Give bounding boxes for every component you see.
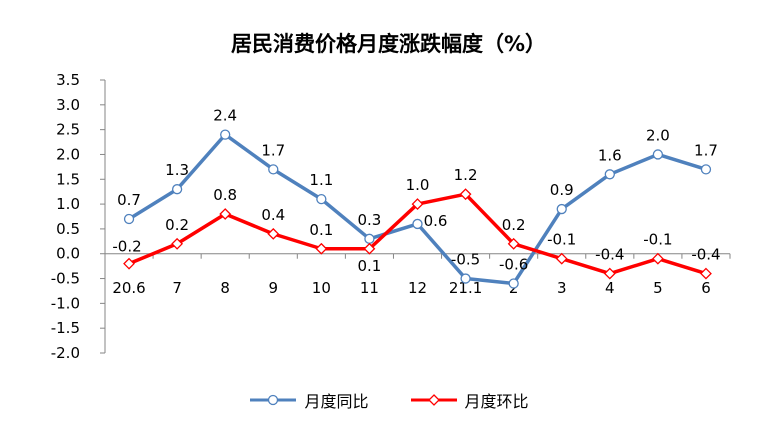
data-point-series-1 xyxy=(508,278,519,289)
y-tick-label: 0.0 xyxy=(56,245,80,263)
data-point-series-1 xyxy=(123,213,135,225)
data-point-series-1 xyxy=(460,273,471,284)
data-point-series-2 xyxy=(603,267,616,280)
x-tick-label: 8 xyxy=(220,279,230,297)
series-markers xyxy=(123,129,712,289)
x-tick-label: 9 xyxy=(268,279,278,297)
legend-swatch-series-2 xyxy=(410,394,457,406)
data-label-series-1: 0.3 xyxy=(357,211,381,229)
y-tick-label: -1.0 xyxy=(51,294,80,312)
data-label-series-2: 0.8 xyxy=(213,186,237,204)
y-tick-label: -2.0 xyxy=(51,344,80,362)
data-point-series-1 xyxy=(316,193,327,205)
legend-swatch-series-1 xyxy=(250,394,297,406)
data-label-series-1: 2.0 xyxy=(646,126,670,144)
data-point-series-1 xyxy=(364,233,375,244)
data-point-series-2 xyxy=(219,208,232,220)
data-label-series-1: 1.3 xyxy=(165,161,189,179)
x-tick-label: 11 xyxy=(360,279,379,297)
data-point-series-1 xyxy=(412,218,423,230)
x-tick-label: 20.6 xyxy=(112,279,145,297)
data-label-series-1: 0.9 xyxy=(550,181,574,199)
data-point-series-1 xyxy=(220,129,231,140)
data-label-series-2: -0.4 xyxy=(595,246,624,264)
data-point-series-2 xyxy=(315,242,328,255)
data-point-series-2 xyxy=(700,267,712,280)
y-tick-label: 2.5 xyxy=(56,121,80,139)
legend: 月度同比 月度环比 xyxy=(0,388,777,412)
y-tick-label: 1.5 xyxy=(56,170,80,188)
y-tick-label: -0.5 xyxy=(51,270,80,288)
data-label-series-1: -0.6 xyxy=(499,256,528,274)
x-tick-label: 21.1 xyxy=(449,279,482,297)
y-tick-labels: 3.5 3.0 2.5 2.0 1.5 1.0 0.5 0.0 -0.5 -1.0 -1.5 -2.0 xyxy=(51,71,105,362)
data-label-series-2: 0.2 xyxy=(502,216,526,234)
data-point-series-2 xyxy=(651,252,664,265)
data-point-series-1 xyxy=(604,169,615,180)
x-tick-label: 6 xyxy=(701,279,711,297)
data-point-series-2 xyxy=(267,227,280,240)
data-label-series-2: 1.2 xyxy=(454,166,478,184)
x-tick-label: 4 xyxy=(605,279,615,297)
legend-item-series-2: 月度环比 xyxy=(409,388,529,412)
chart-title: 居民消费价格月度涨跌幅度（%） xyxy=(230,32,547,56)
data-label-series-2: 0.2 xyxy=(165,216,189,234)
data-point-series-2 xyxy=(123,257,135,270)
data-labels: 0.7 1.3 2.4 1.7 1.1 0.3 0.6 -0.5 -0.6 0.9 1.6 2.0 1.… xyxy=(112,107,720,275)
data-label-series-1: 2.4 xyxy=(213,107,237,125)
data-label-series-1: 0.7 xyxy=(117,191,141,209)
data-point-series-2 xyxy=(411,198,424,211)
data-label-series-2: 0.1 xyxy=(357,257,381,275)
y-tick-label: 1.0 xyxy=(56,195,80,213)
data-label-series-2: -0.1 xyxy=(547,231,576,249)
data-point-series-1 xyxy=(652,149,664,160)
legend-label-series-2: 月度环比 xyxy=(464,392,529,411)
y-tick-label: 0.5 xyxy=(56,220,80,238)
x-tick-label: 3 xyxy=(557,279,567,297)
data-point-series-2 xyxy=(171,237,184,250)
y-tick-label: -1.5 xyxy=(51,319,80,337)
data-label-series-1: 1.7 xyxy=(694,141,718,159)
x-tick-label: 5 xyxy=(653,279,663,297)
data-label-series-2: 1.0 xyxy=(406,176,430,194)
data-label-series-2: -0.1 xyxy=(643,231,672,249)
data-point-series-1 xyxy=(700,164,712,175)
data-point-series-2 xyxy=(459,188,472,201)
x-tick-label: 7 xyxy=(172,279,182,297)
data-label-series-2: 0.4 xyxy=(261,206,285,224)
data-point-series-1 xyxy=(171,184,183,195)
data-label-series-2: 0.1 xyxy=(309,221,333,239)
legend-label-series-1: 月度同比 xyxy=(304,392,369,411)
y-tick-label: 3.5 xyxy=(56,71,80,89)
data-label-series-2: -0.2 xyxy=(112,238,141,256)
data-point-series-1 xyxy=(556,203,567,215)
data-label-series-1: -0.5 xyxy=(451,251,480,269)
y-tick-label: 3.0 xyxy=(56,96,80,114)
data-point-series-2 xyxy=(555,252,568,265)
chart-axes xyxy=(104,80,730,353)
x-tick-label: 12 xyxy=(408,279,427,297)
x-tick-label: 10 xyxy=(312,279,331,297)
data-label-series-1: 1.7 xyxy=(261,141,285,159)
data-point-series-2 xyxy=(507,237,520,250)
y-tick-label: 2.0 xyxy=(56,145,80,163)
data-point-series-1 xyxy=(268,164,279,175)
data-point-series-2 xyxy=(363,242,376,255)
data-label-series-1: 0.6 xyxy=(424,212,448,230)
data-label-series-1: 1.1 xyxy=(309,171,333,189)
legend-item-series-1: 月度同比 xyxy=(248,388,369,412)
data-label-series-2: -0.4 xyxy=(691,246,720,264)
data-label-series-1: 1.6 xyxy=(598,146,622,164)
